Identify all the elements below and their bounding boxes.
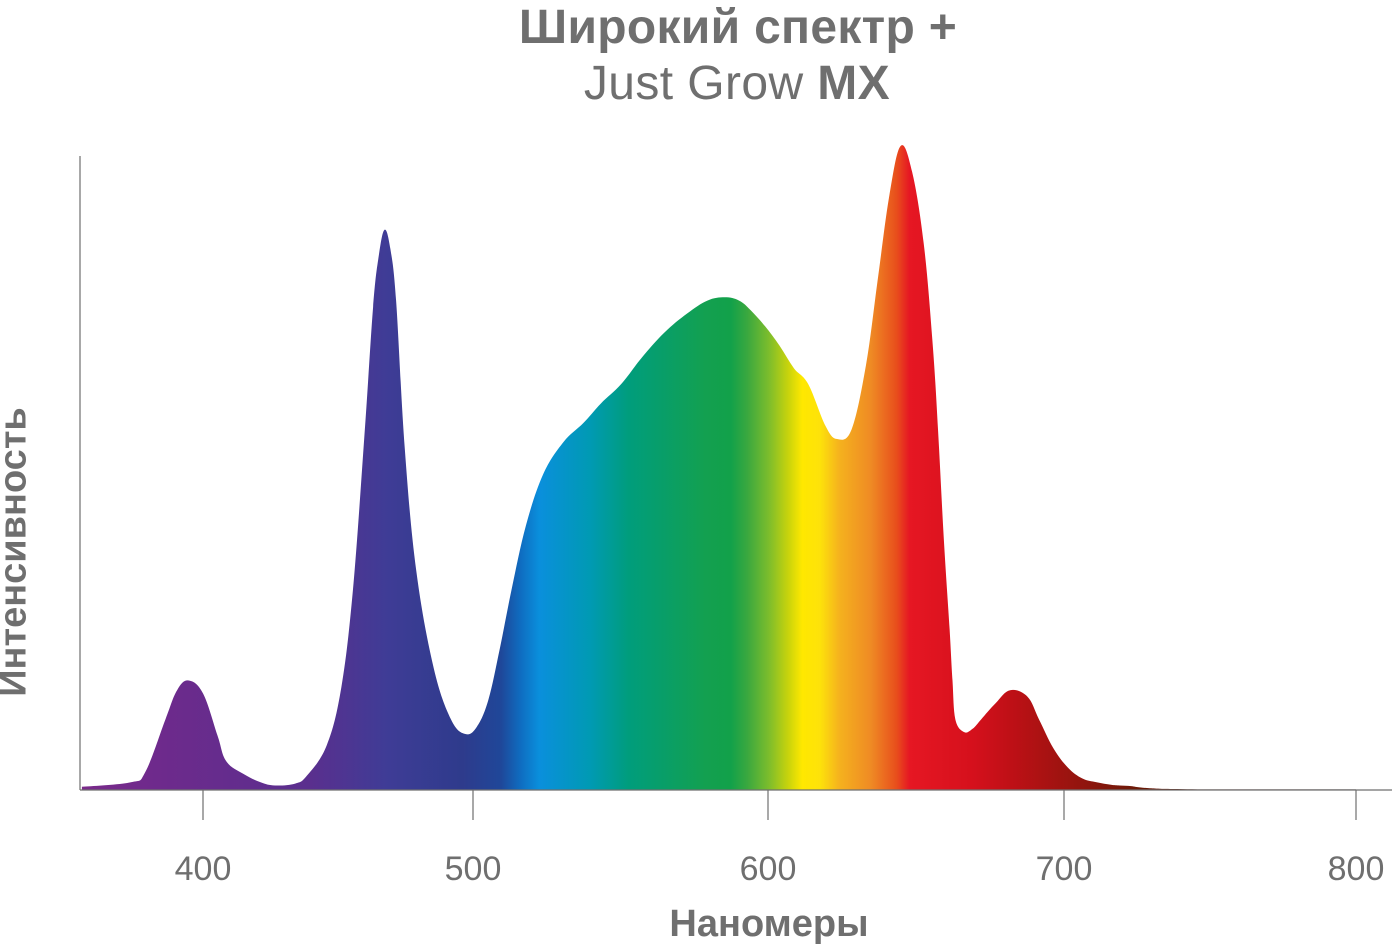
chart-title-regular-part: Just Grow [583,57,818,110]
x-tick-label-800: 800 [1328,850,1385,888]
x-tick-label-700: 700 [1036,850,1093,888]
x-tick-label-600: 600 [740,850,797,888]
chart-title-bold-part: MX [817,57,891,110]
chart-title-line-1: Широкий спектр + [518,1,958,54]
spectrum-area [81,145,1356,791]
chart-title-line-2: Just Grow MX [0,57,1394,111]
x-tick-label-500: 500 [445,850,502,888]
x-axis-label: Наномеры [669,903,869,945]
x-tick-label-400: 400 [175,850,232,888]
